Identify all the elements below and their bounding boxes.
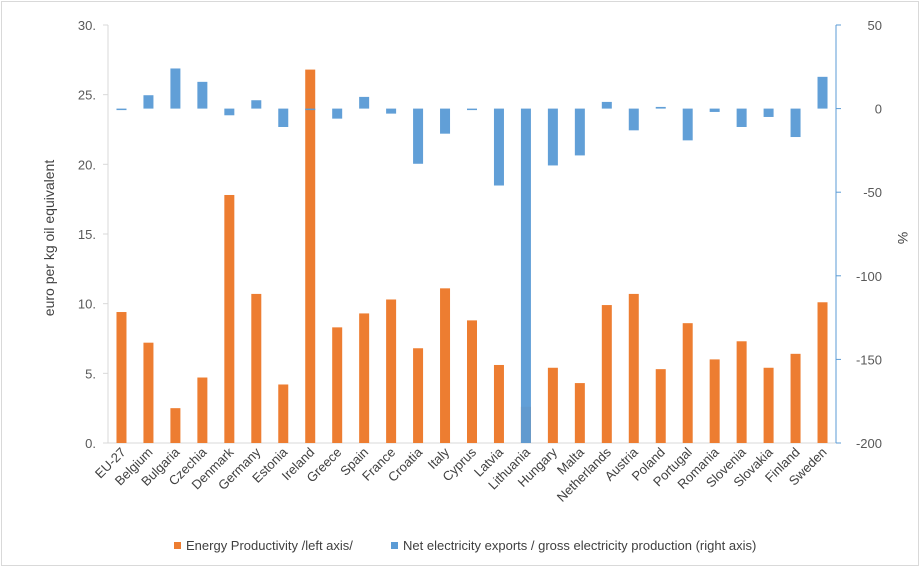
energy-productivity-bar	[278, 384, 289, 443]
net-electricity-bars	[116, 68, 828, 443]
left-tick-label: 25.	[78, 88, 96, 103]
net-electricity-bar	[440, 108, 451, 134]
legend-swatch-energy-productivity	[174, 542, 181, 549]
energy-productivity-bar	[413, 348, 424, 443]
energy-productivity-bar	[682, 323, 693, 443]
net-electricity-bar	[763, 108, 774, 117]
net-electricity-bar	[224, 108, 235, 116]
energy-productivity-bar	[655, 369, 666, 443]
right-axis-ticks: -200 -150 -100 -50 0 50	[836, 18, 882, 451]
left-tick-label: 0.	[85, 436, 96, 451]
energy-productivity-bar	[305, 69, 316, 443]
plot-area: 0. 5. 10. 15. 20. 25. 30. -200 -150 -100 -50 0 50 E…	[78, 18, 882, 505]
left-tick-label: 15.	[78, 227, 96, 242]
right-tick-label: -150	[856, 352, 882, 367]
energy-productivity-bar	[143, 342, 154, 443]
net-electricity-bar	[709, 108, 720, 112]
energy-productivity-bar	[332, 327, 343, 443]
net-electricity-bar	[170, 68, 181, 109]
net-electricity-bar	[143, 95, 154, 109]
net-electricity-bar	[655, 106, 666, 109]
energy-productivity-bar	[197, 377, 208, 443]
net-electricity-bar	[628, 108, 639, 131]
right-tick-label: -100	[856, 269, 882, 284]
right-tick-label: -50	[863, 185, 882, 200]
energy-productivity-bar	[467, 320, 477, 443]
left-axis-ticks: 0. 5. 10. 15. 20. 25. 30.	[78, 18, 108, 451]
legend-swatch-net-electricity	[391, 542, 398, 549]
net-electricity-bar	[278, 108, 289, 127]
net-electricity-bar	[413, 108, 424, 164]
net-electricity-bar	[386, 108, 397, 114]
energy-productivity-bar	[790, 353, 801, 443]
net-electricity-bar	[116, 108, 127, 111]
net-electricity-bar	[682, 108, 693, 141]
energy-productivity-bar	[736, 341, 747, 443]
net-electricity-bar	[197, 81, 208, 109]
right-tick-label: -200	[856, 436, 882, 451]
net-electricity-bar	[251, 100, 262, 109]
net-electricity-bar	[790, 108, 801, 138]
right-tick-label: 0	[875, 102, 882, 117]
energy-productivity-bar	[574, 383, 585, 443]
energy-productivity-bars	[116, 69, 828, 443]
right-axis-title: %	[895, 232, 911, 244]
legend: Energy Productivity /left axis/ Net elec…	[174, 538, 756, 553]
energy-productivity-bar	[386, 299, 397, 443]
net-electricity-bar	[547, 108, 558, 166]
energy-productivity-bar	[170, 408, 181, 443]
energy-productivity-bar	[359, 313, 370, 443]
energy-productivity-bar	[628, 293, 639, 443]
left-tick-label: 10.	[78, 297, 96, 312]
left-tick-label: 30.	[78, 18, 96, 33]
left-tick-label: 5.	[85, 366, 96, 381]
energy-productivity-bar	[493, 364, 504, 443]
net-electricity-bar	[332, 108, 343, 119]
left-axis-title: euro per kg oil equivalent	[41, 160, 57, 317]
energy-productivity-bar	[601, 305, 612, 443]
left-tick-label: 20.	[78, 157, 96, 172]
energy-productivity-bar	[116, 312, 127, 443]
energy-productivity-bar	[224, 194, 235, 443]
energy-productivity-bar	[440, 288, 451, 443]
right-tick-label: 50	[868, 18, 882, 33]
net-electricity-bar	[305, 108, 316, 111]
energy-productivity-bar	[709, 359, 720, 443]
legend-label-net-electricity: Net electricity exports / gross electric…	[403, 538, 756, 553]
net-electricity-bar	[467, 108, 477, 111]
net-electricity-bar	[574, 108, 585, 156]
energy-productivity-bar	[251, 293, 262, 443]
net-electricity-bar	[736, 108, 747, 127]
energy-productivity-bar	[817, 302, 828, 443]
net-electricity-bar	[520, 108, 531, 443]
energy-productivity-bar	[547, 367, 558, 443]
net-electricity-bar	[359, 96, 370, 109]
net-electricity-bar	[493, 108, 504, 186]
net-electricity-bar	[601, 101, 612, 109]
legend-label-energy-productivity: Energy Productivity /left axis/	[186, 538, 353, 553]
energy-productivity-bar	[763, 367, 774, 443]
net-electricity-bar	[817, 76, 828, 109]
category-labels: EU-27BelgiumBulgariaCzechiaDenmarkGerman…	[92, 444, 830, 505]
